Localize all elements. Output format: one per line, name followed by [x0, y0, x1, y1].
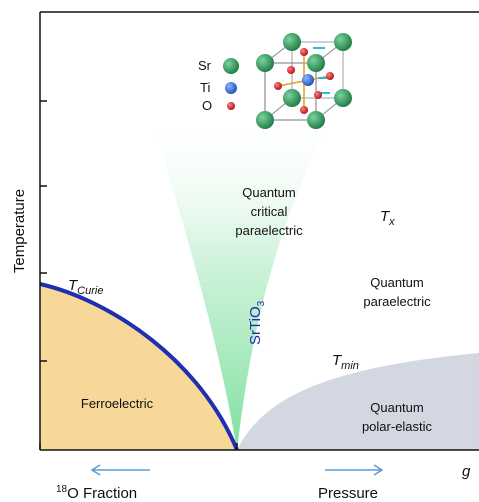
legend-sr-label: Sr: [198, 58, 212, 73]
quantum-critical-label-3: paraelectric: [235, 223, 303, 238]
oxygen-fraction-label: 18O Fraction: [56, 484, 137, 502]
o-atom-icon: [227, 102, 235, 110]
left-arrow: [90, 464, 150, 476]
legend-ti-label: Ti: [200, 80, 210, 95]
ferroelectric-label: Ferroelectric: [81, 396, 154, 411]
ferroelectric-region: [40, 284, 237, 450]
quantum-paraelectric-label-1: Quantum: [370, 275, 423, 290]
t-curie-label: TCurie: [68, 277, 103, 297]
quantum-critical-label-2: critical: [251, 204, 288, 219]
quantum-critical-region: [150, 110, 330, 450]
atom-legend: Sr Ti O: [198, 58, 239, 113]
perovskite-unit-cell: [256, 33, 352, 129]
ti-atom-icon: [225, 82, 237, 94]
y-axis-label: Temperature: [11, 189, 28, 273]
quantum-paraelectric-label-2: paraelectric: [363, 294, 431, 309]
t-x-label: Tx: [380, 208, 395, 228]
right-arrow: [325, 464, 384, 476]
quantum-critical-label-1: Quantum: [242, 185, 295, 200]
legend-o-label: O: [202, 98, 212, 113]
pressure-label: Pressure: [318, 485, 378, 502]
srtio3-label: SrTiO3: [247, 300, 267, 345]
t-min-label: Tmin: [332, 352, 359, 372]
polar-elastic-label-1: Quantum: [370, 400, 423, 415]
t-curie-line: [39, 282, 239, 451]
polar-elastic-label-2: polar-elastic: [362, 419, 433, 434]
polar-elastic-region: [237, 353, 479, 450]
x-axis-g-label: g: [462, 463, 471, 480]
sr-atom-icon: [223, 58, 239, 74]
